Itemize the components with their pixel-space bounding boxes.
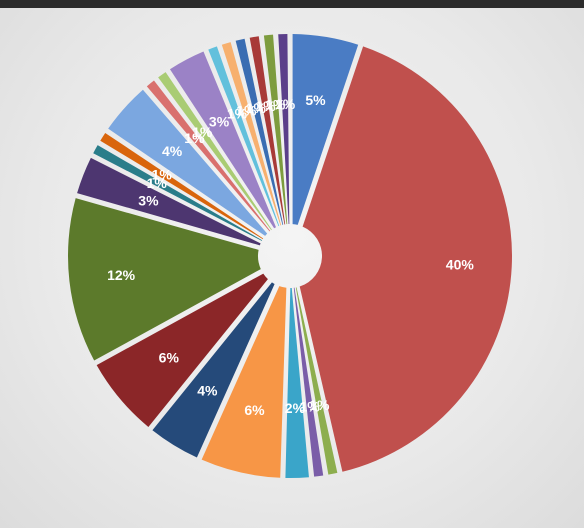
- pie-slice-5: [285, 287, 309, 478]
- slice-label-17: 1%: [227, 106, 248, 122]
- pie-slice-18: [221, 42, 282, 226]
- slice-label-19: 1%: [246, 100, 267, 116]
- slice-label-21: 1%: [265, 97, 286, 113]
- pie-slice-16: [169, 51, 276, 229]
- slice-label-4: 1%: [300, 399, 321, 415]
- pie-slice-17: [208, 46, 280, 227]
- pie-slice-20: [249, 36, 286, 225]
- pie-slice-9: [67, 198, 261, 361]
- slice-label-7: 4%: [197, 383, 218, 399]
- pie-slice-7: [152, 282, 275, 458]
- slice-label-6: 6%: [244, 402, 265, 418]
- slice-label-5: 2%: [285, 400, 306, 416]
- pie-slice-21: [263, 34, 288, 225]
- pie-slice-22: [278, 34, 290, 225]
- pie-slice-4: [293, 287, 324, 477]
- pie-slice-11: [93, 145, 263, 241]
- slice-label-15: 1%: [192, 124, 213, 140]
- pie-data-labels: 5%40%1%1%2%6%4%6%12%3%1%1%4%1%1%3%1%1%1%…: [107, 92, 474, 418]
- pie-slice-3: [295, 287, 338, 475]
- slice-label-2: 40%: [446, 256, 475, 272]
- pie-slice-10: [77, 157, 261, 246]
- pie-slice-6: [201, 286, 287, 478]
- slice-label-14: 1%: [184, 130, 205, 146]
- slice-label-20: 1%: [255, 98, 276, 114]
- slice-label-12: 1%: [152, 166, 173, 182]
- pie-slice-8: [96, 273, 268, 427]
- slice-label-11: 1%: [147, 175, 168, 191]
- slice-label-18: 1%: [236, 102, 257, 118]
- pie-slice-12: [100, 132, 264, 240]
- slice-label-13: 4%: [162, 143, 183, 159]
- pie-slice-13: [108, 89, 268, 236]
- pie-slice-19: [235, 38, 284, 225]
- slice-label-10: 3%: [138, 193, 159, 209]
- slice-label-1: 5%: [305, 92, 326, 108]
- pie-slices: [67, 34, 513, 478]
- window-top-edge: [0, 0, 584, 8]
- slice-label-22: 1%: [275, 96, 296, 112]
- slice-label-16: 3%: [209, 114, 230, 130]
- slice-label-8: 6%: [159, 349, 180, 365]
- pie-slice-15: [158, 72, 272, 231]
- pie-slice-1: [292, 34, 359, 225]
- slice-label-3: 1%: [309, 397, 330, 413]
- slice-label-9: 12%: [107, 267, 136, 283]
- pie-slice-14: [146, 80, 271, 232]
- pie-slice-2: [299, 46, 513, 472]
